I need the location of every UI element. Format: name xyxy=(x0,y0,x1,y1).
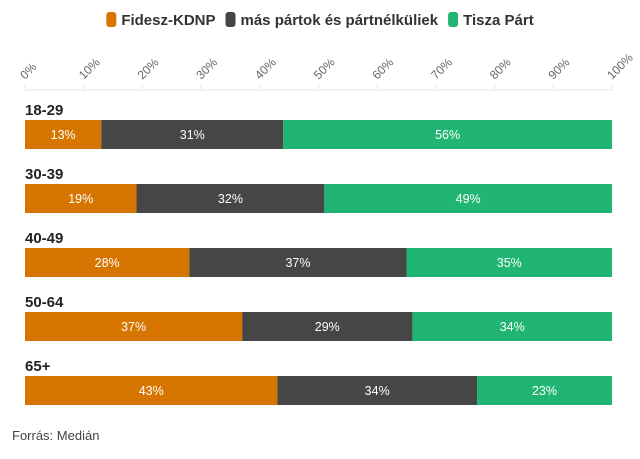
tick-label: 90% xyxy=(546,55,573,82)
tick-label: 70% xyxy=(428,55,455,82)
tick-label: 50% xyxy=(311,55,338,82)
tick-label: 20% xyxy=(135,55,162,82)
bar-segment xyxy=(25,184,137,213)
tick-label: 10% xyxy=(76,55,103,82)
data-label: 28% xyxy=(95,256,120,270)
data-label: 23% xyxy=(532,384,557,398)
data-label: 37% xyxy=(285,256,310,270)
data-label: 32% xyxy=(218,192,243,206)
bar-row: 30-39 19% 32% 49% xyxy=(25,166,612,213)
category-label: 30-39 xyxy=(25,166,63,183)
bar-segment xyxy=(25,312,243,341)
legend-item: más pártok és pártnélküliek xyxy=(225,12,439,29)
data-label: 19% xyxy=(68,192,93,206)
data-label: 49% xyxy=(456,192,481,206)
tick-label: 80% xyxy=(487,55,514,82)
legend-item: Fidesz-KDNP xyxy=(106,12,216,29)
bar-segment xyxy=(324,184,612,213)
legend-label: Fidesz-KDNP xyxy=(121,12,215,29)
data-label: 56% xyxy=(435,128,460,142)
source-note: Forrás: Medián xyxy=(12,428,100,443)
category-label: 18-29 xyxy=(25,102,63,119)
legend-item: Tisza Párt xyxy=(448,12,534,29)
data-label: 31% xyxy=(180,128,205,142)
data-label: 35% xyxy=(497,256,522,270)
data-label: 34% xyxy=(500,320,525,334)
bar-segment xyxy=(101,120,284,149)
bar-segment xyxy=(189,248,407,277)
category-label: 40-49 xyxy=(25,230,63,247)
bar-row: 50-64 37% 29% 34% xyxy=(25,294,612,341)
bar-segment xyxy=(412,312,612,341)
data-label: 34% xyxy=(365,384,390,398)
bar-segment xyxy=(277,376,477,405)
tick-label: 40% xyxy=(252,55,279,82)
bar-segment xyxy=(242,312,413,341)
bar-segment xyxy=(406,248,612,277)
legend: Fidesz-KDNP más pártok és pártnélküliek Ti… xyxy=(106,12,534,29)
legend-label: Tisza Párt xyxy=(463,12,534,29)
tick-label: 0% xyxy=(17,60,39,82)
category-label: 65+ xyxy=(25,358,51,375)
data-label: 37% xyxy=(121,320,146,334)
legend-swatch xyxy=(106,12,117,27)
bar-segment xyxy=(25,120,102,149)
bar-segment xyxy=(476,376,612,405)
legend-swatch xyxy=(225,12,236,27)
bar-segment xyxy=(283,120,612,149)
bar-segment xyxy=(25,376,278,405)
data-label: 29% xyxy=(315,320,340,334)
category-label: 50-64 xyxy=(25,294,64,311)
tick-label: 30% xyxy=(193,55,220,82)
bar-row: 40-49 28% 37% 35% xyxy=(25,230,612,277)
data-label: 13% xyxy=(51,128,76,142)
bar-rows: 18-29 13% 31% 56% 30-39 19% 32% 49% 40-49 28% 37% 3… xyxy=(25,102,612,405)
bar-segment xyxy=(136,184,325,213)
tick-label: 100% xyxy=(604,50,636,82)
x-axis: 0% 10% 20% 30% 40% 50% 60% 70% 80% 90% 100% xyxy=(17,50,636,91)
data-label: 43% xyxy=(139,384,164,398)
legend-label: más pártok és pártnélküliek xyxy=(241,12,439,29)
bar-row: 65+ 43% 34% 23% xyxy=(25,358,612,405)
bar-segment xyxy=(25,248,190,277)
tick-label: 60% xyxy=(369,55,396,82)
legend-swatch xyxy=(448,12,459,27)
bar-row: 18-29 13% 31% 56% xyxy=(25,102,612,149)
